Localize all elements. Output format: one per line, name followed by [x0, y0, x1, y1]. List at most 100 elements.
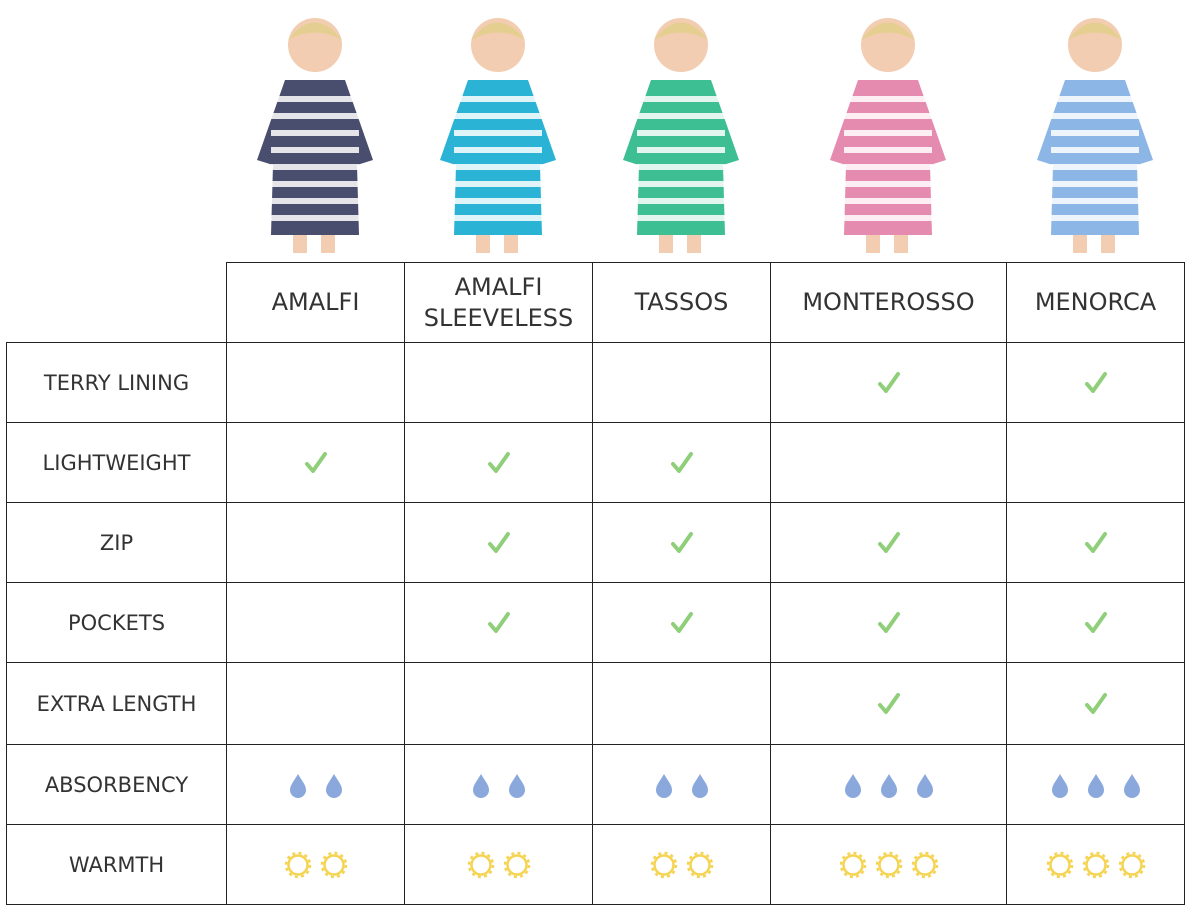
table-cell — [770, 342, 1007, 423]
check-mark — [1084, 692, 1107, 714]
row-label: TERRY LINING — [6, 342, 227, 423]
robe-stripe — [271, 198, 359, 204]
icon-group — [839, 771, 939, 799]
table-cell — [770, 422, 1007, 503]
robe-stripe — [271, 113, 359, 119]
check-mark — [487, 611, 510, 633]
robe — [1037, 80, 1153, 235]
table-cell — [1006, 824, 1185, 905]
check-mark — [1084, 371, 1107, 393]
hair — [1068, 22, 1122, 40]
column-header: MENORCA — [1006, 262, 1185, 343]
sun-rays — [911, 851, 938, 878]
hair — [654, 22, 708, 40]
sun-ring — [652, 853, 675, 876]
table-cell — [770, 582, 1007, 663]
robe-stripe — [454, 96, 542, 102]
sun-ring — [1048, 853, 1071, 876]
check-icon — [487, 451, 510, 473]
table-cell — [1006, 422, 1185, 503]
robe-stripe — [844, 96, 932, 102]
drop-icon — [916, 773, 933, 798]
drop-shape — [325, 773, 342, 798]
sun-icon — [467, 851, 494, 878]
sun-icon — [650, 851, 677, 878]
drop-icon — [655, 773, 672, 798]
check-icon — [877, 611, 900, 633]
drop-icon — [472, 773, 489, 798]
child-figure — [257, 18, 373, 253]
sun-rays — [503, 851, 530, 878]
table-cell — [226, 422, 405, 503]
check-icon — [877, 531, 900, 553]
robe-stripe — [844, 113, 932, 119]
robe-stripe — [637, 130, 725, 136]
hair — [288, 22, 342, 40]
check-icon — [487, 531, 510, 553]
icon-group — [284, 771, 348, 799]
robe-stripe — [844, 198, 932, 204]
column-header: AMALFI — [226, 262, 405, 343]
drop-shape — [289, 773, 306, 798]
check-mark — [670, 531, 693, 553]
column-header: AMALFI SLEEVELESS — [404, 262, 593, 343]
robe-stripe — [271, 164, 359, 170]
sun-rays — [1046, 851, 1073, 878]
robe-stripe — [454, 198, 542, 204]
sun-ring — [877, 853, 900, 876]
sun-ring — [688, 853, 711, 876]
drop-icon — [880, 773, 897, 798]
robe-stripe — [454, 147, 542, 153]
check-mark — [670, 451, 693, 473]
icon-group — [1046, 851, 1146, 879]
robe — [830, 80, 946, 235]
check-icon — [304, 451, 327, 473]
table-cell — [592, 342, 771, 423]
sun-rays — [1118, 851, 1145, 878]
check-icon — [877, 371, 900, 393]
robe-stripe — [271, 130, 359, 136]
table-cell — [226, 744, 405, 825]
drop-shape — [916, 773, 933, 798]
sun-icon — [1046, 851, 1073, 878]
robe-stripe — [1051, 96, 1139, 102]
robe-stripe — [454, 130, 542, 136]
row-label: LIGHTWEIGHT — [6, 422, 227, 503]
sun-icon — [839, 851, 866, 878]
robe-stripe — [271, 147, 359, 153]
table-cell — [404, 662, 593, 745]
row-label: WARMTH — [6, 824, 227, 905]
child-figure — [440, 18, 556, 253]
sun-ring — [505, 853, 528, 876]
robe-stripe — [271, 215, 359, 221]
robe-stripe — [454, 113, 542, 119]
robe-stripe — [454, 181, 542, 187]
sun-rays — [686, 851, 713, 878]
icon-group — [650, 851, 714, 879]
table-cell — [404, 502, 593, 583]
robe-stripe — [844, 215, 932, 221]
icon-group — [650, 771, 714, 799]
check-icon — [487, 611, 510, 633]
sun-rays — [875, 851, 902, 878]
hair — [471, 22, 525, 40]
robe-stripe — [637, 181, 725, 187]
drop-shape — [655, 773, 672, 798]
column-header: MONTEROSSO — [770, 262, 1007, 343]
row-label: ZIP — [6, 502, 227, 583]
check-mark — [877, 611, 900, 633]
row-label: ABSORBENCY — [6, 744, 227, 825]
drop-shape — [508, 773, 525, 798]
robe-stripe — [637, 96, 725, 102]
robe-stripe — [271, 96, 359, 102]
drop-icon — [1123, 773, 1140, 798]
sun-icon — [1082, 851, 1109, 878]
table-cell — [592, 582, 771, 663]
table-cell — [1006, 662, 1185, 745]
sun-ring — [322, 853, 345, 876]
child-figure — [830, 18, 946, 253]
check-mark — [1084, 611, 1107, 633]
robe-stripe — [1051, 113, 1139, 119]
robe — [257, 80, 373, 235]
robe-stripe — [271, 181, 359, 187]
